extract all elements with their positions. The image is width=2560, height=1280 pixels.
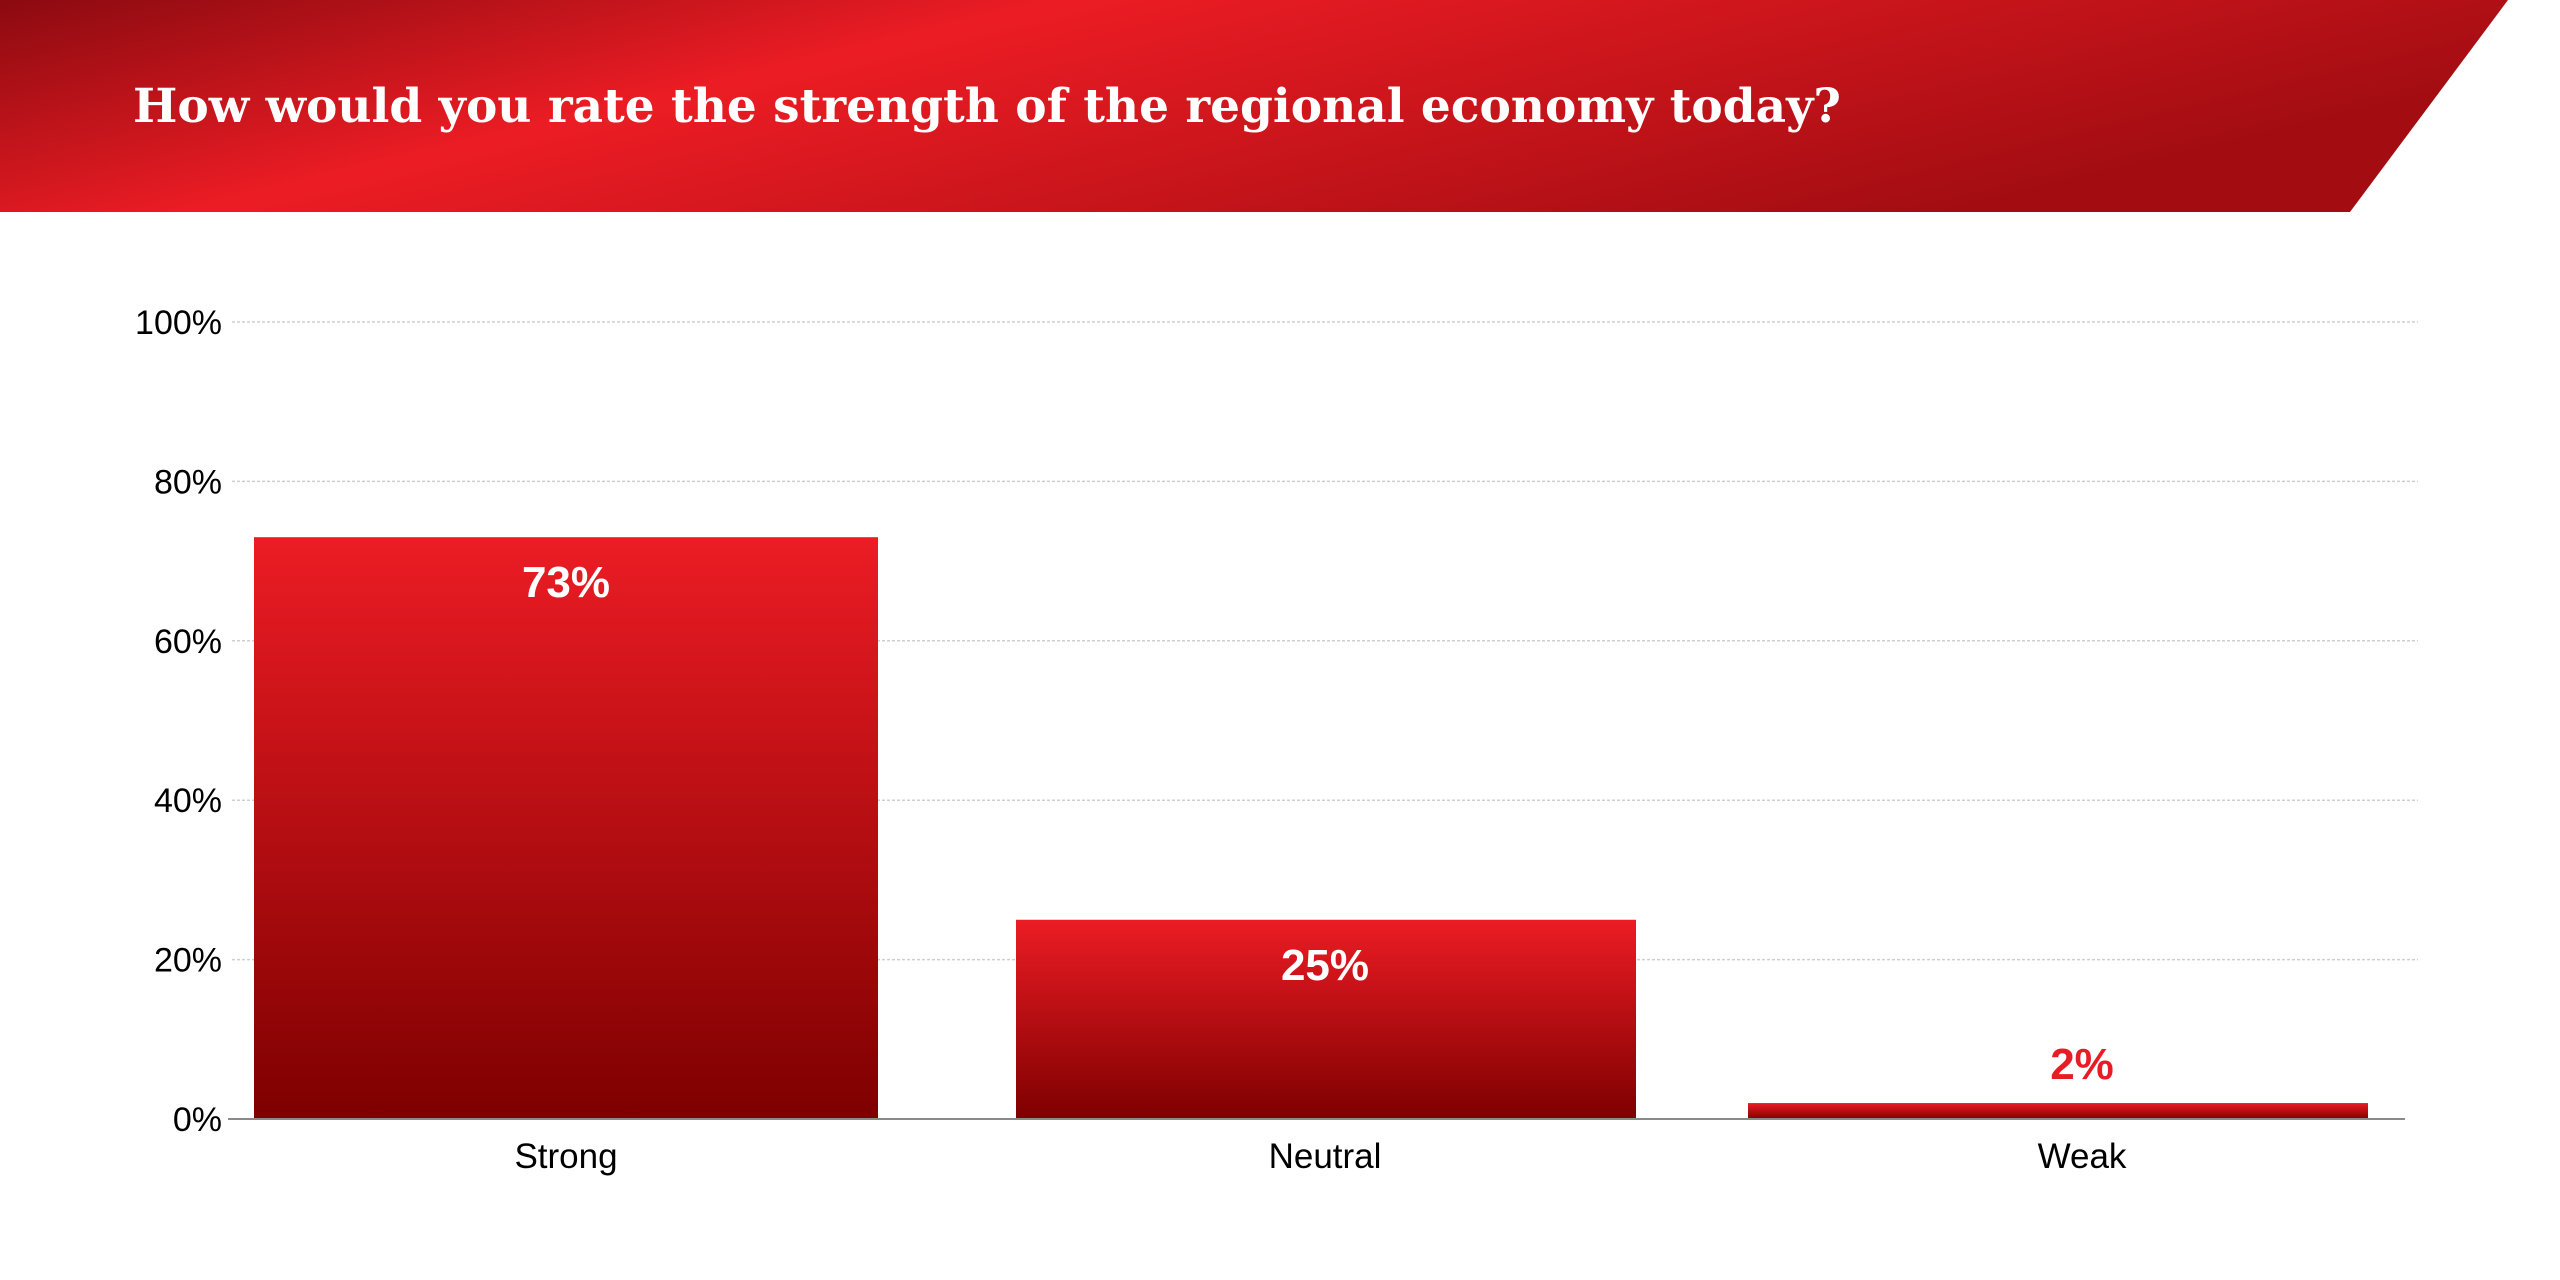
y-tick-label: 80% <box>154 463 222 501</box>
data-label-neutral: 25% <box>1281 941 1369 990</box>
y-tick-label: 60% <box>154 623 222 661</box>
bar-neutral <box>1016 919 1636 1119</box>
chart-title: How would you rate the strength of the r… <box>133 79 1841 134</box>
data-labels: 73% 25% 2% <box>522 558 2114 1089</box>
y-axis-ticks: 0% 20% 40% 60% 80% 100% <box>135 304 222 1139</box>
y-tick-label: 40% <box>154 782 222 820</box>
data-label-weak: 2% <box>2050 1040 2114 1089</box>
bars <box>254 537 2368 1119</box>
y-tick-label: 0% <box>173 1101 222 1139</box>
data-label-strong: 73% <box>522 558 610 607</box>
category-label-neutral: Neutral <box>1269 1137 1382 1176</box>
bar-strong <box>254 537 878 1119</box>
header-banner <box>0 0 2508 212</box>
bar-weak <box>1748 1103 2368 1119</box>
y-tick-label: 20% <box>154 942 222 980</box>
x-axis-categories: Strong Neutral Weak <box>514 1137 2126 1176</box>
category-label-weak: Weak <box>2038 1137 2127 1176</box>
y-tick-label: 100% <box>135 304 222 342</box>
category-label-strong: Strong <box>514 1137 617 1176</box>
